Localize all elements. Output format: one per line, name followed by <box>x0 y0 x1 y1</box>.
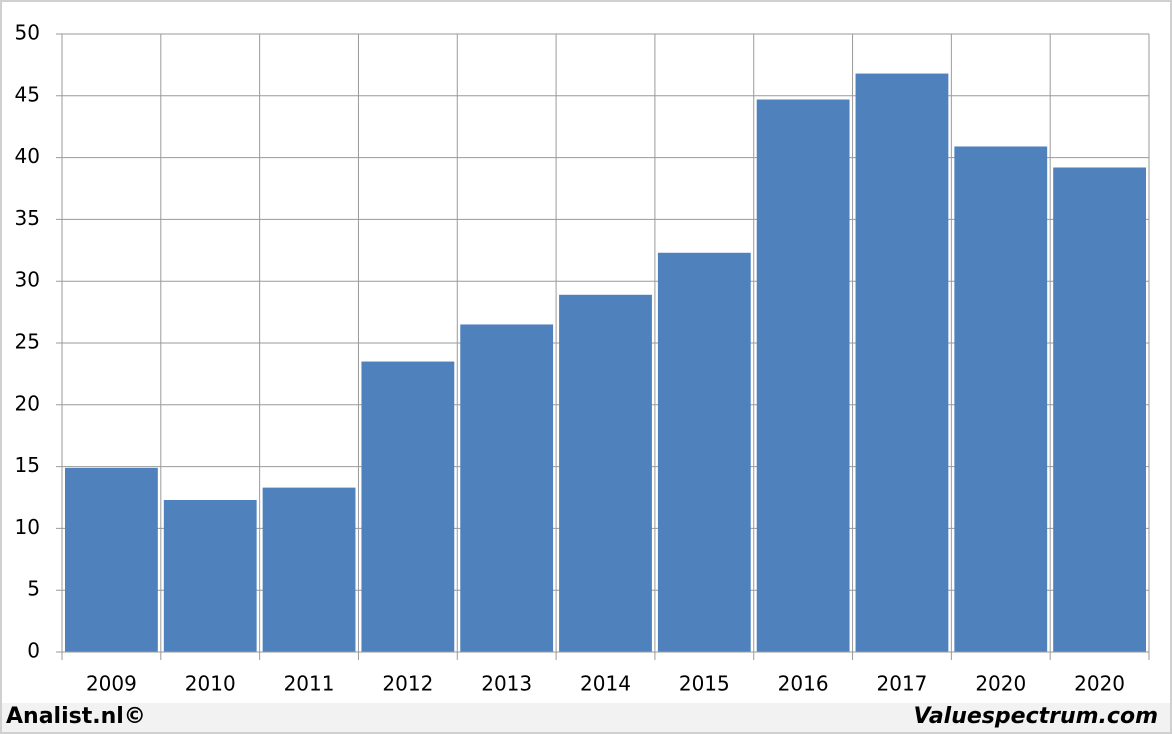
x-tick-label: 2012 <box>382 672 433 696</box>
y-tick-label: 20 <box>15 391 40 415</box>
x-tick-label: 2020 <box>1074 672 1125 696</box>
y-tick-label: 10 <box>15 515 40 539</box>
x-tick-label: 2015 <box>679 672 730 696</box>
bar <box>954 146 1048 652</box>
y-tick-label: 0 <box>27 639 40 663</box>
bar <box>657 252 751 652</box>
bar <box>1053 167 1146 652</box>
x-tick-label: 2013 <box>481 672 532 696</box>
y-tick-label: 50 <box>15 21 40 45</box>
bar <box>460 324 554 652</box>
footer-band <box>2 703 1170 732</box>
y-tick-label: 45 <box>15 82 40 106</box>
x-tick-label: 2009 <box>86 672 137 696</box>
x-tick-label: 2010 <box>185 672 236 696</box>
x-tick-label: 2016 <box>778 672 829 696</box>
source-left: Analist.nl© <box>6 704 146 729</box>
bar <box>163 499 257 652</box>
y-tick-label: 25 <box>15 330 40 354</box>
y-tick-label: 30 <box>15 268 40 292</box>
bar <box>756 99 850 653</box>
bar <box>65 467 158 652</box>
bar <box>262 487 356 652</box>
source-right: Valuespectrum.com <box>914 704 1158 729</box>
y-tick-label: 40 <box>15 144 40 168</box>
y-tick-label: 15 <box>15 453 40 477</box>
x-tick-label: 2011 <box>284 672 335 696</box>
x-tick-label: 2020 <box>975 672 1026 696</box>
y-tick-label: 35 <box>15 206 40 230</box>
x-tick-label: 2017 <box>877 672 928 696</box>
x-tick-label: 2014 <box>580 672 631 696</box>
bar <box>855 73 949 652</box>
bar <box>559 294 652 652</box>
bar <box>361 361 455 652</box>
y-tick-label: 5 <box>27 577 40 601</box>
